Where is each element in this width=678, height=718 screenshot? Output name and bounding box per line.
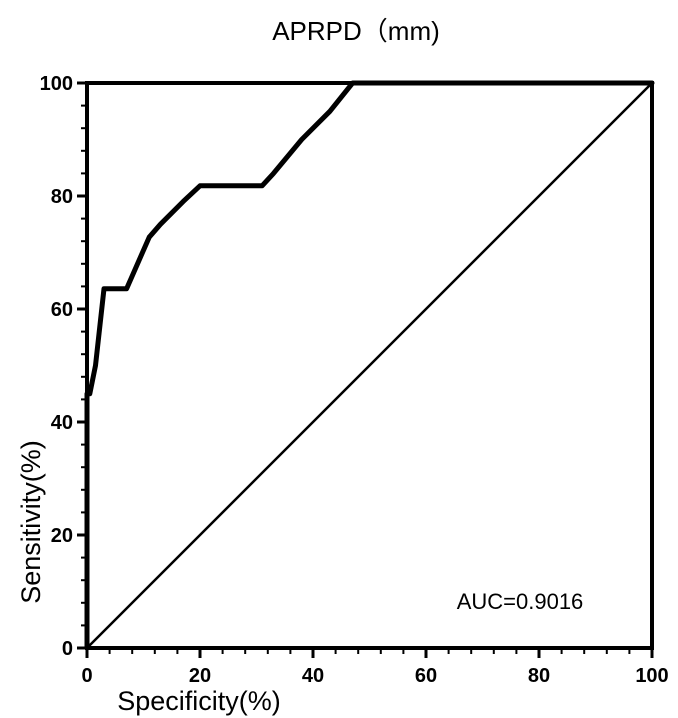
x-axis-label: Specificity(%) [117,686,281,716]
x-tick-label: 100 [635,665,668,687]
reference-diagonal [85,81,654,650]
series-layer [84,80,655,651]
chart-title: APRPD（mm) [272,16,440,46]
x-tick-label: 60 [415,665,437,687]
y-tick-label: 100 [40,73,73,95]
auc-annotation: AUC=0.9016 [457,589,584,614]
y-tick-label: 0 [62,638,73,660]
y-tick-label: 60 [51,299,73,321]
axis-ticks: 0 20 40 60 80 100 0 20 40 60 80 100 [40,73,669,687]
y-tick-label: 20 [51,525,73,547]
x-tick-label: 0 [81,665,92,687]
x-tick-label: 40 [302,665,324,687]
y-axis-label: Sensitivity(%) [16,440,46,604]
x-tick-label: 20 [189,665,211,687]
y-tick-label: 40 [51,412,73,434]
roc-curve [84,80,655,651]
x-tick-label: 80 [528,665,550,687]
y-tick-label: 80 [51,186,73,208]
